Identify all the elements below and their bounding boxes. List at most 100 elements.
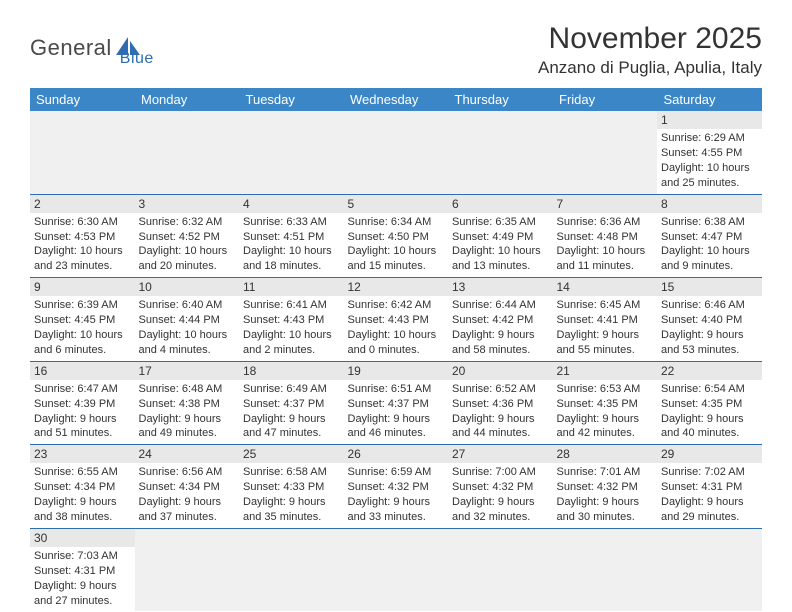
logo: General Blue	[30, 22, 154, 68]
day-number	[553, 528, 658, 547]
day-number: 4	[239, 194, 344, 213]
day-cell: Sunrise: 6:49 AM Sunset: 4:37 PM Daylight:…	[239, 380, 344, 445]
day-cell: Sunrise: 6:58 AMSunset: 4:33 PMDaylight:…	[239, 463, 344, 528]
daylight-label: Daylight: 10 hours and 18 minutes.	[243, 245, 332, 272]
sunrise-label: Sunrise: 6:32 AM	[139, 216, 223, 228]
week-row: Sunrise: 6:55 AMSunset: 4:34 PMDaylight:…	[30, 463, 762, 528]
sunrise-label: Sunrise: 6:39 AM	[34, 299, 118, 311]
sunrise-label: Sunrise: 6:41 AM	[243, 299, 327, 311]
day-cell: Sunrise: 6:46 AMSunset: 4:40 PMDaylight:…	[657, 296, 762, 361]
day-cell: Sunrise: 6:54 AM Sunset: 4:35 PM Daylight:…	[657, 380, 762, 445]
day-number	[344, 528, 449, 547]
daynum-row: 1	[30, 111, 762, 129]
day-cell: Sunrise: 6:51 AMSunset: 4:37 PMDaylight:…	[344, 380, 449, 445]
day-number: 29	[657, 445, 762, 464]
sunset-label: Sunset: 4:32 PM	[557, 481, 638, 493]
day-number: 11	[239, 278, 344, 297]
day-cell	[30, 129, 135, 194]
daylight-label: Daylight: 9 hours and 27 minutes.	[34, 580, 117, 607]
sunrise-label: Sunrise: 6:54 AM	[661, 383, 745, 395]
day-number	[448, 528, 553, 547]
day-cell	[448, 129, 553, 194]
day-cell: Sunrise: 6:40 AMSunset: 4:44 PMDaylight:…	[135, 296, 240, 361]
daylight-label: Daylight: 9 hours and 53 minutes.	[661, 329, 744, 356]
sunrise-label: Sunrise: 6:48 AM	[139, 383, 223, 395]
sunrise-label: Sunrise: 6:42 AM	[348, 299, 432, 311]
day-number	[135, 528, 240, 547]
daylight-label: Daylight: 10 hours and 9 minutes.	[661, 245, 750, 272]
sunrise-label: Sunrise: 6:52 AM	[452, 383, 536, 395]
page-title: November 2025	[538, 22, 762, 56]
sunset-label: Sunset: 4:52 PM	[139, 231, 220, 243]
header: General Blue November 2025 Anzano di Pug…	[30, 22, 762, 78]
sunset-label: Sunset: 4:35 PM	[661, 398, 742, 410]
sunset-label: Sunset: 4:53 PM	[34, 231, 115, 243]
daylight-label: Daylight: 10 hours and 25 minutes.	[661, 162, 750, 189]
sunset-label: Sunset: 4:31 PM	[661, 481, 742, 493]
sunrise-label: Sunrise: 6:33 AM	[243, 216, 327, 228]
week-row: Sunrise: 6:47 AMSunset: 4:39 PMDaylight:…	[30, 380, 762, 445]
sunset-label: Sunset: 4:32 PM	[452, 481, 533, 493]
sunrise-label: Sunrise: 7:03 AM	[34, 550, 118, 562]
day-number	[239, 528, 344, 547]
daylight-label: Daylight: 10 hours and 0 minutes.	[348, 329, 437, 356]
day-number: 19	[344, 361, 449, 380]
day-cell: Sunrise: 7:03 AMSunset: 4:31 PMDaylight:…	[30, 547, 135, 611]
daylight-label: Daylight: 9 hours and 40 minutes.	[661, 413, 744, 440]
sunset-label: Sunset: 4:39 PM	[34, 398, 115, 410]
sunset-label: Sunset: 4:43 PM	[348, 314, 429, 326]
daylight-label: Daylight: 9 hours and 47 minutes.	[243, 413, 326, 440]
col-monday: Monday	[135, 88, 240, 111]
day-cell	[657, 547, 762, 611]
daylight-label: Daylight: 9 hours and 32 minutes.	[452, 496, 535, 523]
day-number: 16	[30, 361, 135, 380]
day-cell	[344, 547, 449, 611]
day-cell: Sunrise: 6:55 AMSunset: 4:34 PMDaylight:…	[30, 463, 135, 528]
day-cell: Sunrise: 6:29 AMSunset: 4:55 PMDaylight:…	[657, 129, 762, 194]
sunrise-label: Sunrise: 7:01 AM	[557, 466, 641, 478]
calendar-table: Sunday Monday Tuesday Wednesday Thursday…	[30, 88, 762, 611]
day-number: 20	[448, 361, 553, 380]
daylight-label: Daylight: 9 hours and 49 minutes.	[139, 413, 222, 440]
sunset-label: Sunset: 4:37 PM	[243, 398, 324, 410]
day-number: 26	[344, 445, 449, 464]
day-number: 30	[30, 528, 135, 547]
day-cell: Sunrise: 7:01 AMSunset: 4:32 PMDaylight:…	[553, 463, 658, 528]
sunset-label: Sunset: 4:44 PM	[139, 314, 220, 326]
day-number	[239, 111, 344, 129]
logo-text-blue: Blue	[120, 50, 154, 68]
day-number	[135, 111, 240, 129]
day-cell: Sunrise: 6:30 AM Sunset: 4:53 PM Daylight:…	[30, 213, 135, 278]
daylight-label: Daylight: 9 hours and 29 minutes.	[661, 496, 744, 523]
sunset-label: Sunset: 4:47 PM	[661, 231, 742, 243]
day-number	[657, 528, 762, 547]
sunset-label: Sunset: 4:49 PM	[452, 231, 533, 243]
col-tuesday: Tuesday	[239, 88, 344, 111]
day-cell: Sunrise: 6:35 AMSunset: 4:49 PMDaylight:…	[448, 213, 553, 278]
day-cell: Sunrise: 6:47 AMSunset: 4:39 PMDaylight:…	[30, 380, 135, 445]
week-row: Sunrise: 6:30 AM Sunset: 4:53 PM Daylight:…	[30, 213, 762, 278]
day-number: 21	[553, 361, 658, 380]
sunrise-label: Sunrise: 6:49 AM	[243, 383, 327, 395]
day-number: 10	[135, 278, 240, 297]
daylight-label: Daylight: 10 hours and 20 minutes.	[139, 245, 228, 272]
day-number: 17	[135, 361, 240, 380]
sunset-label: Sunset: 4:55 PM	[661, 147, 742, 159]
daylight-label: Daylight: 10 hours and 23 minutes.	[34, 245, 123, 272]
day-cell	[553, 129, 658, 194]
day-cell: Sunrise: 6:56 AMSunset: 4:34 PMDaylight:…	[135, 463, 240, 528]
sunset-label: Sunset: 4:43 PM	[243, 314, 324, 326]
sunrise-label: Sunrise: 6:34 AM	[348, 216, 432, 228]
sunrise-label: Sunrise: 7:02 AM	[661, 466, 745, 478]
day-number	[553, 111, 658, 129]
day-number: 2	[30, 194, 135, 213]
daylight-label: Daylight: 9 hours and 55 minutes.	[557, 329, 640, 356]
day-number: 5	[344, 194, 449, 213]
week-row: Sunrise: 7:03 AMSunset: 4:31 PMDaylight:…	[30, 547, 762, 611]
day-cell: Sunrise: 6:48 AMSunset: 4:38 PMDaylight:…	[135, 380, 240, 445]
sunrise-label: Sunrise: 6:55 AM	[34, 466, 118, 478]
sunrise-label: Sunrise: 6:30 AM	[34, 216, 118, 228]
day-number: 1	[657, 111, 762, 129]
day-number: 15	[657, 278, 762, 297]
day-number: 22	[657, 361, 762, 380]
